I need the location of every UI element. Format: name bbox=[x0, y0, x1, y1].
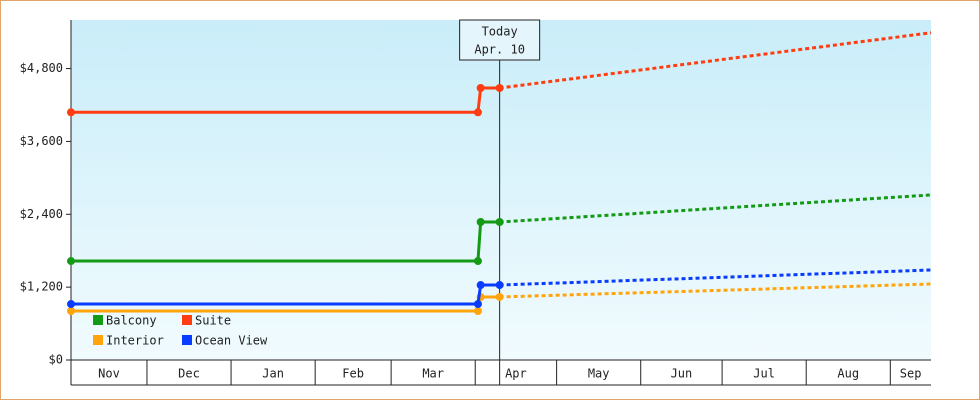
point bbox=[67, 257, 75, 266]
x-tick-label: Jan bbox=[262, 367, 284, 381]
legend-swatch bbox=[182, 315, 192, 325]
legend-swatch bbox=[93, 335, 103, 345]
y-tick-label: $1,200 bbox=[20, 280, 63, 294]
y-tick-label: $0 bbox=[49, 353, 63, 367]
today-title: Today bbox=[482, 25, 518, 39]
today-date: Apr. 10 bbox=[474, 43, 525, 57]
legend-label: Suite bbox=[195, 314, 231, 328]
forecast-line bbox=[499, 268, 932, 287]
legend-label: Ocean View bbox=[195, 334, 268, 348]
legend-swatch bbox=[93, 315, 103, 325]
point bbox=[495, 281, 504, 290]
x-tick-label: Aug bbox=[837, 367, 859, 381]
x-tick-label: Dec bbox=[178, 367, 200, 381]
y-tick-label: $2,400 bbox=[20, 207, 63, 221]
point bbox=[473, 300, 482, 309]
history-line bbox=[71, 220, 500, 263]
x-tick-label: Apr bbox=[505, 367, 527, 381]
point bbox=[473, 307, 482, 316]
point bbox=[476, 84, 485, 92]
point bbox=[476, 217, 485, 226]
history-line bbox=[71, 86, 500, 114]
history-line bbox=[71, 283, 500, 306]
forecast-line bbox=[499, 282, 932, 299]
y-tick-label: $3,600 bbox=[20, 134, 63, 148]
today-box bbox=[459, 19, 541, 61]
legend-swatch bbox=[182, 335, 192, 345]
x-tick-label: Jul bbox=[753, 367, 775, 381]
legend-label: Interior bbox=[106, 334, 164, 348]
x-tick-label: Mar bbox=[422, 367, 444, 381]
x-axis-band bbox=[71, 360, 931, 385]
point bbox=[495, 292, 504, 301]
x-tick-label: Nov bbox=[98, 367, 120, 381]
y-tick-label: $4,800 bbox=[20, 61, 63, 75]
legend-label: Balcony bbox=[106, 314, 157, 328]
x-tick-label: Sep bbox=[900, 367, 922, 381]
forecast-line bbox=[499, 193, 932, 224]
point bbox=[473, 257, 482, 266]
x-tick-label: May bbox=[588, 367, 610, 381]
x-tick-label: Feb bbox=[342, 367, 364, 381]
point bbox=[473, 108, 482, 117]
point bbox=[476, 281, 485, 290]
point bbox=[67, 108, 75, 117]
point bbox=[67, 307, 75, 316]
point bbox=[495, 84, 504, 92]
forecast-line bbox=[499, 31, 932, 90]
plot-area bbox=[71, 20, 931, 360]
point bbox=[495, 217, 504, 226]
x-tick-label: Jun bbox=[671, 367, 693, 381]
point bbox=[67, 300, 75, 309]
